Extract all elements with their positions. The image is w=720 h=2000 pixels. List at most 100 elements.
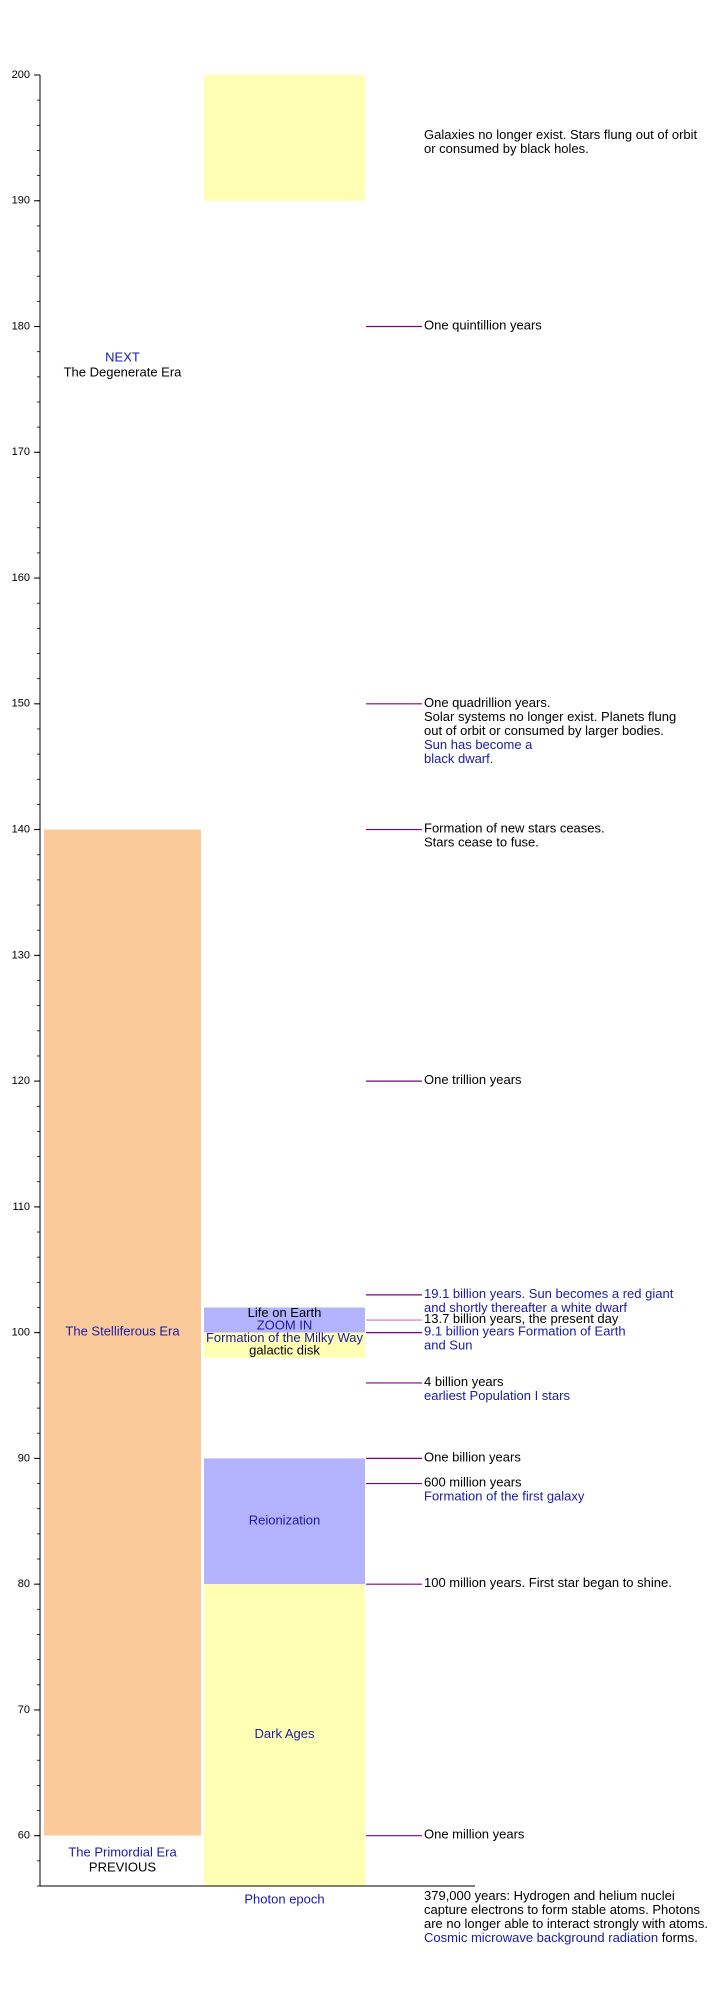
note-text-segment: 379,000 years: Hydrogen and helium nucle…	[424, 1888, 675, 1903]
note-text-segment: or consumed by black holes.	[424, 141, 589, 156]
event-label-segment: 9.1 billion years Formation of Earth	[424, 1324, 626, 1339]
note-text: Galaxies no longer exist. Stars flung ou…	[424, 127, 698, 142]
event-label-segment: Formation of the first galaxy	[424, 1489, 585, 1504]
event-label: 19.1 billion years. Sun becomes a red gi…	[424, 1286, 674, 1301]
note-text-segment: capture electrons to form stable atoms. …	[424, 1902, 701, 1917]
next-era-label-segment: The Degenerate Era	[64, 365, 183, 380]
event-label-segment: One quintillion years	[424, 318, 542, 333]
next-era-label: The Degenerate Era	[64, 365, 183, 380]
next-era-label: NEXT	[105, 350, 140, 365]
y-tick-label: 60	[18, 1830, 30, 1842]
y-tick-label: 90	[18, 1452, 30, 1464]
epoch-label-segment: Dark Ages	[255, 1727, 315, 1742]
event-label-segment: and Sun	[424, 1338, 472, 1353]
epoch-label: Life on Earth	[248, 1305, 322, 1320]
event-label-segment: One million years	[424, 1827, 525, 1842]
epoch-label: Dark Ages	[255, 1727, 315, 1742]
event-label: 9.1 billion years Formation of Earth	[424, 1324, 626, 1339]
event-label-segment: 19.1 billion years. Sun becomes a red gi…	[424, 1286, 674, 1301]
era-label-segment: PREVIOUS	[89, 1860, 157, 1875]
event-label: earliest Population I stars	[424, 1388, 570, 1403]
epoch-label: ZOOM IN	[257, 1318, 313, 1333]
event-label-segment: 600 million years	[424, 1475, 522, 1490]
epoch-label: Formation of the Milky Way	[206, 1330, 364, 1345]
event-label: One quintillion years	[424, 318, 542, 333]
event-label: out of orbit or consumed by larger bodie…	[424, 723, 664, 738]
y-tick-label: 110	[12, 1201, 30, 1213]
y-tick-label: 120	[12, 1075, 30, 1087]
event-label-segment: Stars cease to fuse.	[424, 835, 539, 850]
note-text-segment: forms.	[658, 1930, 698, 1945]
event-label: Formation of the first galaxy	[424, 1489, 585, 1504]
event-label: Sun has become a	[424, 737, 533, 752]
note-text: capture electrons to form stable atoms. …	[424, 1902, 701, 1917]
y-tick-label: 100	[12, 1327, 30, 1339]
epoch-label: Reionization	[249, 1513, 321, 1528]
note-text-segment: are no longer able to interact strongly …	[424, 1916, 708, 1931]
era-block	[44, 829, 201, 1836]
epoch-label-segment: Reionization	[249, 1513, 321, 1528]
event-label: One trillion years	[424, 1073, 522, 1088]
note-text: Cosmic microwave background radiation fo…	[424, 1930, 698, 1945]
event-label-segment: 100 million years. First star began to s…	[424, 1576, 672, 1591]
epoch-block	[204, 1332, 365, 1358]
y-tick-label: 150	[12, 698, 30, 710]
epoch-block	[204, 1307, 365, 1333]
event-label-segment: and shortly thereafter a white dwarf	[424, 1300, 627, 1315]
era-label-segment: The Stelliferous Era	[65, 1324, 180, 1339]
epoch-label-segment: Life on Earth	[248, 1305, 322, 1320]
event-label: One quadrillion years.	[424, 695, 550, 710]
event-label: and shortly thereafter a white dwarf	[424, 1300, 627, 1315]
event-label-segment: One billion years	[424, 1450, 521, 1465]
y-tick-label: 180	[12, 320, 30, 332]
photon-epoch-label: Photon epoch	[244, 1891, 324, 1906]
event-label: One million years	[424, 1827, 525, 1842]
event-label: black dwarf.	[424, 751, 493, 766]
era-label-segment: The Primordial Era	[68, 1845, 177, 1860]
epoch-label-segment: Formation of the Milky Way	[206, 1330, 364, 1345]
epoch-block	[204, 1458, 365, 1585]
event-label: and Sun	[424, 1338, 472, 1353]
note-text: 379,000 years: Hydrogen and helium nucle…	[424, 1888, 675, 1903]
y-tick-label: 160	[12, 572, 30, 584]
event-label-segment: Sun has become a	[424, 737, 533, 752]
era-label: The Stelliferous Era	[65, 1324, 180, 1339]
y-tick-label: 200	[12, 69, 30, 81]
y-tick-label: 130	[12, 949, 30, 961]
epoch-block	[204, 1584, 365, 1886]
era-label: PREVIOUS	[89, 1860, 157, 1875]
note-text: or consumed by black holes.	[424, 141, 589, 156]
y-tick-label: 80	[18, 1578, 30, 1590]
event-label-segment: earliest Population I stars	[424, 1388, 570, 1403]
epoch-label-segment: galactic disk	[249, 1343, 320, 1358]
event-label: 4 billion years	[424, 1374, 504, 1389]
epoch-label-segment: ZOOM IN	[257, 1318, 313, 1333]
event-label-segment: Solar systems no longer exist. Planets f…	[424, 709, 676, 724]
epoch-label: galactic disk	[249, 1343, 320, 1358]
event-label: 600 million years	[424, 1475, 522, 1490]
event-label: 100 million years. First star began to s…	[424, 1576, 672, 1591]
y-tick-label: 70	[18, 1704, 30, 1716]
y-tick-label: 170	[12, 446, 30, 458]
event-label: 13.7 billion years, the present day	[424, 1312, 619, 1327]
era-block	[44, 1835, 201, 1886]
note-text: are no longer able to interact strongly …	[424, 1916, 708, 1931]
note-text-segment: Cosmic microwave background radiation	[424, 1930, 658, 1945]
y-tick-label: 140	[12, 823, 30, 835]
event-label-segment: Formation of new stars ceases.	[424, 821, 605, 836]
event-label: Solar systems no longer exist. Planets f…	[424, 709, 676, 724]
event-label-segment: One quadrillion years.	[424, 695, 550, 710]
event-label-segment: out of orbit or consumed by larger bodie…	[424, 723, 664, 738]
event-label: Stars cease to fuse.	[424, 835, 539, 850]
event-label-segment: 13.7 billion years, the present day	[424, 1312, 619, 1327]
epoch-block	[204, 75, 365, 201]
next-era-label-segment: NEXT	[105, 350, 140, 365]
event-label: Formation of new stars ceases.	[424, 821, 605, 836]
event-label: One billion years	[424, 1450, 521, 1465]
event-label-segment: One trillion years	[424, 1073, 522, 1088]
era-label: The Primordial Era	[68, 1845, 177, 1860]
event-label-segment: 4 billion years	[424, 1374, 504, 1389]
y-tick-label: 190	[12, 195, 30, 207]
